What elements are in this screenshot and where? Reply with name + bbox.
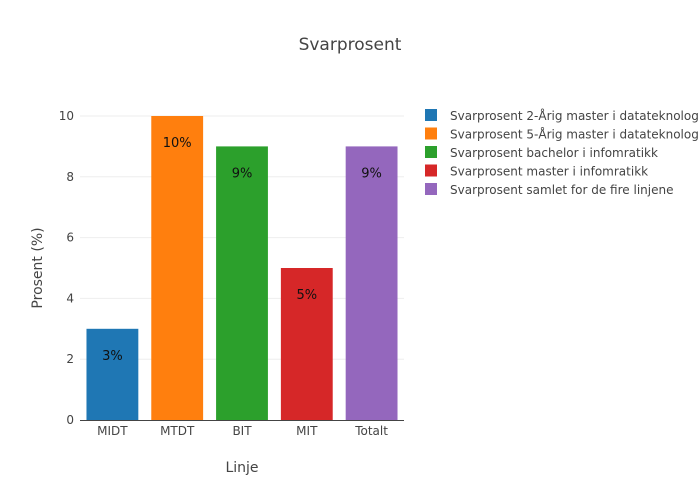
bar-data-label: 10% — [163, 136, 192, 151]
bar-data-label: 9% — [361, 166, 382, 181]
y-tick-label: 6 — [66, 231, 74, 245]
bar — [280, 268, 333, 420]
bar — [151, 116, 204, 420]
x-axis-title: Linje — [225, 460, 258, 476]
bar — [345, 146, 398, 420]
legend-swatch — [425, 109, 437, 121]
legend-swatch — [425, 183, 437, 195]
y-tick-label: 4 — [66, 291, 74, 305]
y-tick-label: 0 — [66, 413, 74, 427]
legend-entry: Svarprosent 5-Årig master i datateknolog… — [450, 127, 700, 142]
legend-swatch — [425, 164, 437, 177]
bar-data-label: 5% — [296, 288, 317, 303]
y-tick-label: 8 — [66, 170, 74, 184]
x-tick-label: BIT — [232, 424, 252, 438]
legend-entry: Svarprosent master i infomratikk — [450, 165, 648, 179]
x-tick-label: Totalt — [354, 424, 388, 438]
y-tick-label: 2 — [66, 352, 74, 366]
chart-title: Svarprosent — [299, 35, 402, 55]
legend-entry: Svarprosent bachelor i infomratikk — [450, 146, 658, 160]
legend-swatch — [425, 146, 437, 158]
y-axis-title: Prosent (%) — [30, 227, 46, 308]
bar — [86, 328, 139, 420]
legend-entry: Svarprosent 2-Årig master i datateknolog… — [450, 108, 700, 123]
legend-swatch — [425, 127, 437, 140]
legend-entry: Svarprosent samlet for de fire linjene — [450, 183, 673, 197]
bar — [216, 146, 268, 420]
x-tick-label: MIDT — [97, 424, 128, 438]
bar-data-label: 9% — [232, 166, 253, 181]
bar-data-label: 3% — [102, 349, 123, 364]
x-tick-label: MTDT — [160, 424, 195, 438]
y-tick-label: 10 — [59, 109, 74, 123]
x-tick-label: MIT — [296, 424, 318, 438]
